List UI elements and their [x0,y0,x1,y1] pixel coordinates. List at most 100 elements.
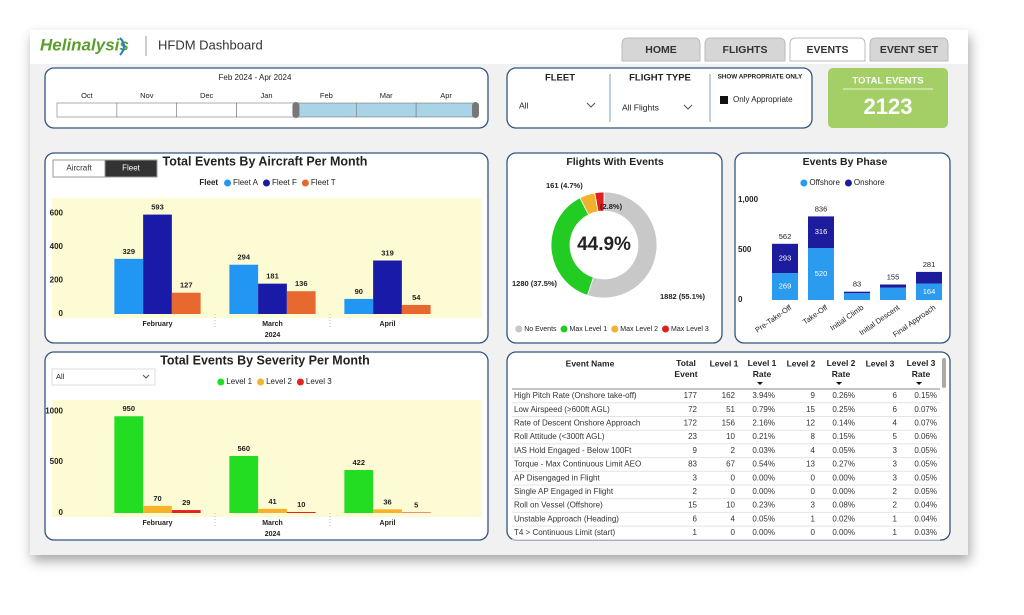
slicer-handle[interactable] [292,102,300,118]
legend-marker [662,325,670,333]
total-label: 281 [923,260,936,269]
column-header[interactable]: Level 2 Rate [827,358,856,379]
table-cell: 0.15% [914,391,937,400]
table-cell: 5 [893,432,898,441]
table-cell: 162 [722,391,736,400]
checkbox[interactable] [720,96,728,104]
table-cell: 0.05% [914,460,937,469]
legend: Offshore Onshore [800,178,885,187]
y-tick-label: 200 [50,276,64,285]
bar-segment [880,284,906,288]
filter-value[interactable]: All [519,100,529,110]
data-label: 269 [779,282,792,291]
slicer-handle[interactable] [472,102,479,118]
month-label: Feb [320,91,333,100]
slicer-cell[interactable] [56,102,118,118]
sort-indicator [757,382,763,385]
slicer-cell[interactable] [176,102,237,118]
slicer-cell[interactable] [296,102,357,118]
table-cell: 0.00% [752,487,775,496]
data-label: 560 [237,444,250,453]
table-cell: 8 [811,432,816,441]
dropdown-chevron[interactable] [683,104,693,110]
month-label: Nov [140,91,154,100]
chart-title: Flights With Events [566,156,663,168]
column-header[interactable]: Total Event [674,358,697,379]
table-cell: 1 [811,514,816,523]
table-cell: 0.27% [832,460,855,469]
data-label: 316 [815,227,828,236]
total-label: 836 [815,204,828,213]
column-header[interactable]: Level 1 [710,358,739,368]
table-cell: 13 [806,460,815,469]
tab[interactable] [621,37,701,62]
scrollbar[interactable] [942,358,946,388]
table-cell: 0.04% [914,514,937,523]
filter-value[interactable]: All Flights [622,102,659,112]
column-header[interactable]: Level 3 [866,358,895,368]
data-label: 1280 (37.5%) [512,279,558,288]
x-tick-label: April [380,321,396,328]
table-cell: 6 [893,391,898,400]
column-header[interactable]: Level 1 Rate [748,358,777,379]
x-tick-label: March [262,520,283,527]
table-cell: 1 [893,514,898,523]
dropdown[interactable] [51,368,156,386]
slicer-cell[interactable] [116,102,178,118]
checkbox-label[interactable]: Only Appropriate [733,95,793,104]
logo: Helinalysis [40,35,129,54]
toggle-label[interactable]: Aircraft [66,164,92,173]
data-label: 161 (4.7%) [546,181,583,190]
bar [258,508,287,513]
tab-label[interactable]: EVENTS [806,44,848,56]
tab-label[interactable]: FLIGHTS [723,44,768,56]
month-label: Oct [81,91,94,100]
table-cell: 2 [893,501,898,510]
table-cell: 0.05% [914,473,937,482]
legend-label: Fleet F [272,178,297,187]
table-cell: 15 [688,501,697,510]
table-cell: Unstable Approach (Heading) [514,514,619,523]
table-cell: 0.06% [914,432,937,441]
bar-segment [844,293,870,300]
column-header[interactable]: Event Name [566,358,615,368]
table-cell: 0.02% [832,514,855,523]
dropdown-chevron[interactable] [586,102,596,108]
data-label: 29 [182,498,190,507]
tab-label[interactable]: HOME [645,44,677,56]
tab-label[interactable]: EVENT SET [880,44,939,56]
chart-title: Total Events By Severity Per Month [160,353,370,367]
tab[interactable] [869,37,949,62]
bar [373,260,402,314]
slicer-cell[interactable] [415,102,477,118]
filter-title: SHOW APPROPRIATE ONLY [718,74,804,81]
toggle-button[interactable] [104,159,158,178]
column-header[interactable]: Level 2 [787,358,816,368]
bar [401,304,431,314]
donut-slice [586,191,658,299]
x-tick-label: March [262,321,283,328]
legend-marker [262,179,270,187]
sort-indicator [836,382,842,385]
legend-label: Onshore [854,178,885,187]
table-cell: 0.05% [832,446,855,455]
filters-panel [506,67,813,129]
table-cell: 3 [693,473,698,482]
y-tick-label: 600 [50,209,64,218]
table-cell: AP Disengaged in Flight [514,473,600,482]
filter-title: FLEET [545,73,575,84]
slicer-cell[interactable] [355,102,417,118]
tab[interactable] [704,37,786,62]
toggle-label[interactable]: Fleet [122,164,141,173]
tab[interactable] [789,37,866,62]
table-cell: 0.03% [914,528,937,537]
month-label: Apr [440,91,452,100]
table-cell: 0.00% [832,528,855,537]
total-events-value: 2123 [864,94,913,119]
dropdown-value[interactable]: All [56,372,65,381]
table-cell: 2 [731,446,736,455]
dropdown-chevron[interactable] [142,374,150,379]
bar [171,510,201,513]
column-header[interactable]: Level 3 Rate [907,358,936,379]
slicer-cell[interactable] [236,102,297,118]
